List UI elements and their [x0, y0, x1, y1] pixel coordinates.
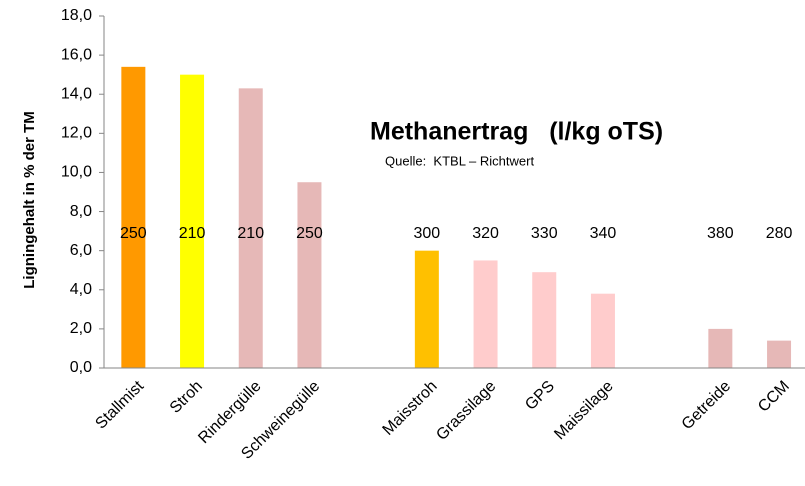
- x-tick-label: CCM: [755, 378, 793, 416]
- bar: [473, 260, 498, 368]
- methane-label: 210: [179, 225, 206, 242]
- y-tick-label: 10,0: [61, 164, 92, 181]
- y-tick-label: 6,0: [70, 242, 92, 259]
- y-axis-label: Ligningehalt in % der TM: [21, 111, 38, 289]
- bar: [532, 272, 557, 368]
- methane-label: 320: [472, 225, 499, 242]
- bar: [121, 66, 146, 368]
- y-tick-label: 16,0: [61, 46, 92, 63]
- bar: [180, 74, 205, 369]
- y-tick-label: 2,0: [70, 320, 92, 337]
- y-tick-label: 14,0: [61, 85, 92, 102]
- x-tick-label: GPS: [522, 378, 558, 414]
- bar: [708, 328, 733, 368]
- methane-label: 340: [590, 225, 617, 242]
- bar: [767, 340, 792, 368]
- x-tick-label: Stallmist: [92, 377, 147, 432]
- bar: [590, 293, 615, 368]
- methane-label: 280: [766, 225, 793, 242]
- x-tick-label: Stroh: [167, 378, 206, 417]
- bar: [297, 182, 322, 368]
- y-tick-label: 0,0: [70, 359, 92, 376]
- y-tick-label: 4,0: [70, 281, 92, 298]
- y-tick-label: 18,0: [61, 7, 92, 24]
- methane-label: 300: [413, 225, 440, 242]
- methane-label: 250: [120, 225, 147, 242]
- y-tick-label: 8,0: [70, 203, 92, 220]
- y-tick-label: 12,0: [61, 125, 92, 142]
- x-tick-label: Maisstroh: [380, 378, 441, 439]
- x-tick-label: Getreide: [679, 378, 734, 433]
- bar: [414, 250, 439, 368]
- x-tick-label: Grassilage: [433, 378, 499, 444]
- methane-label: 250: [296, 225, 323, 242]
- bar: [238, 88, 263, 368]
- methane-label: 330: [531, 225, 558, 242]
- methane-label: 380: [707, 225, 734, 242]
- annotation-title: Methanertrag (l/kg oTS): [370, 118, 663, 146]
- annotation-source: Quelle: KTBL – Richtwert: [385, 153, 534, 168]
- methane-label: 210: [237, 225, 264, 242]
- x-tick-label: Maissilage: [551, 378, 617, 444]
